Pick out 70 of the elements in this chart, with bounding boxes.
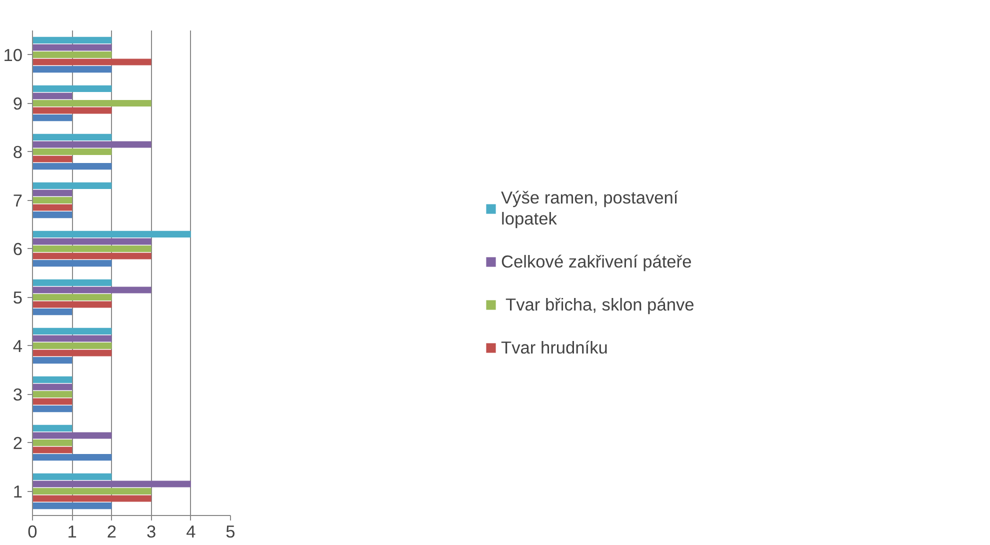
y-tick-label: 6 xyxy=(12,238,23,259)
y-tick-label: 1 xyxy=(12,481,23,502)
bar xyxy=(32,141,152,148)
bar xyxy=(32,245,152,252)
bar xyxy=(32,190,72,196)
bar xyxy=(32,357,72,364)
bar xyxy=(32,301,112,308)
bar xyxy=(32,85,112,92)
bar xyxy=(32,182,112,189)
bar xyxy=(32,286,152,294)
bar xyxy=(32,148,112,156)
bar xyxy=(32,156,72,162)
bar xyxy=(32,406,72,412)
bar xyxy=(32,480,191,488)
bar xyxy=(32,424,72,432)
bar xyxy=(32,260,112,267)
legend-label: Celkové zakřivení páteře xyxy=(501,251,693,272)
bar xyxy=(32,335,112,342)
y-tick-label: 3 xyxy=(12,384,23,404)
bar xyxy=(32,439,72,446)
x-tick-label: 2 xyxy=(106,522,117,542)
bar xyxy=(32,350,112,356)
bar xyxy=(32,495,152,502)
bar xyxy=(32,390,72,398)
bar xyxy=(32,384,72,390)
bar xyxy=(32,502,112,510)
bar xyxy=(32,454,112,461)
bar xyxy=(32,279,112,286)
bar xyxy=(32,44,112,51)
bar xyxy=(32,58,152,66)
bar xyxy=(32,107,112,114)
bar xyxy=(32,252,152,260)
bar xyxy=(32,294,112,301)
bar xyxy=(32,328,112,334)
bar xyxy=(32,66,112,73)
x-tick-label: 1 xyxy=(67,522,77,542)
bar xyxy=(32,92,72,100)
bar xyxy=(32,230,191,238)
bar xyxy=(32,446,72,454)
legend-label: Tvar hrudníku xyxy=(501,337,609,358)
y-tick-label: 10 xyxy=(3,44,23,65)
bar xyxy=(32,204,72,211)
bar xyxy=(32,473,112,480)
bar xyxy=(32,488,152,495)
y-tick-label: 4 xyxy=(12,336,23,356)
bar xyxy=(32,342,112,350)
bar xyxy=(32,398,72,405)
bar xyxy=(32,376,72,383)
bar xyxy=(32,196,72,204)
y-tick-label: 8 xyxy=(12,142,23,162)
bar xyxy=(32,100,152,107)
legend-label: Výše ramen, postavení lopatek xyxy=(501,187,680,229)
x-tick-label: 4 xyxy=(186,522,196,542)
bar xyxy=(32,51,112,58)
y-tick-label: 2 xyxy=(12,432,23,453)
bar xyxy=(32,238,152,245)
y-tick-label: 9 xyxy=(12,93,23,114)
x-tick-label: 0 xyxy=(28,522,38,542)
y-tick-label: 7 xyxy=(12,190,23,210)
bar xyxy=(32,212,72,218)
x-tick-label: 5 xyxy=(226,522,236,542)
bar xyxy=(32,114,72,122)
bar xyxy=(32,134,112,140)
bar xyxy=(32,36,112,44)
bar xyxy=(32,163,112,170)
bar xyxy=(32,432,112,439)
bar xyxy=(32,308,72,316)
legend-label: Tvar břicha, sklon pánve xyxy=(504,294,696,315)
x-tick-label: 3 xyxy=(146,522,156,542)
y-tick-label: 5 xyxy=(12,287,23,308)
